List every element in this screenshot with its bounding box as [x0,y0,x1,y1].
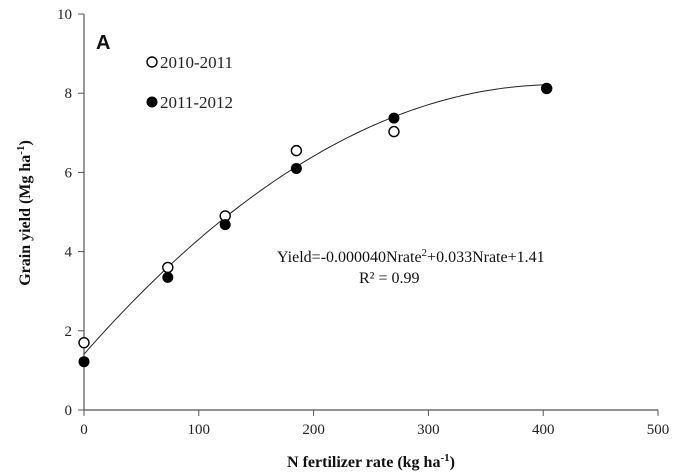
fit-r-squared: R² = 0.99 [359,270,420,287]
fit-equation-main: Yield=-0.000040Nrate [277,249,422,266]
legend-label-2010-2011: 2010-2011 [160,53,233,72]
x-axis-title: N fertilizer rate (kg ha-1) [287,452,455,471]
panel-label: A [96,32,110,54]
legend-label-2011-2012: 2011-2012 [160,93,233,112]
fit-equation-exponent: 2 [422,247,428,259]
y-tick-label: 2 [65,324,73,340]
legend-marker-filled-circle-icon [146,96,158,108]
axes: 0 100 200 300 400 500 0 2 4 6 8 10 [57,7,669,438]
y-tick-label: 8 [65,86,73,102]
fit-equation-rest: +0.033Nrate+1.41 [427,249,545,266]
x-tick-label: 400 [532,422,555,438]
y-tick-label: 0 [65,403,73,419]
y-tick-label: 6 [65,165,73,181]
point-series-0-3 [290,144,303,157]
y-tick-label: 4 [65,245,73,261]
x-axis-title-superscript: -1 [440,452,449,464]
point-series-0-4 [388,125,400,138]
point-series-1-5 [541,82,553,94]
x-axis-title-close: ) [450,454,455,471]
y-axis-title-main: Grain yield (Mg ha [17,155,34,286]
point-series-1-3 [290,162,302,174]
fit-curve [83,84,547,355]
x-tick-label: 100 [188,422,211,438]
x-tick-label: 200 [302,422,325,438]
y-axis-title-superscript: -1 [15,146,27,155]
y-axis-title-close: ) [17,140,34,145]
point-series-0-1 [162,261,174,274]
legend-marker-open-circle-icon [146,56,158,68]
x-axis-ticks: 0 100 200 300 400 500 [80,410,669,438]
point-series-1-2 [219,219,231,231]
point-series-1-0 [78,356,90,368]
y-tick-label: 10 [57,7,72,23]
x-tick-label: 500 [647,422,670,438]
point-series-1-4 [388,112,400,124]
y-axis-title: Grain yield (Mg ha-1) [15,140,34,286]
x-tick-label: 0 [80,422,88,438]
x-tick-label: 300 [417,422,440,438]
data-points [78,82,553,368]
point-series-1-1 [162,271,174,283]
legend: 2010-2011 2011-2012 [146,53,233,112]
point-series-0-0 [78,336,90,349]
fit-equation: Yield=-0.000040Nrate2+0.033Nrate+1.41 [277,247,545,266]
x-axis-title-main: N fertilizer rate (kg ha [287,454,440,471]
y-axis-ticks: 0 2 4 6 8 10 [57,7,84,419]
